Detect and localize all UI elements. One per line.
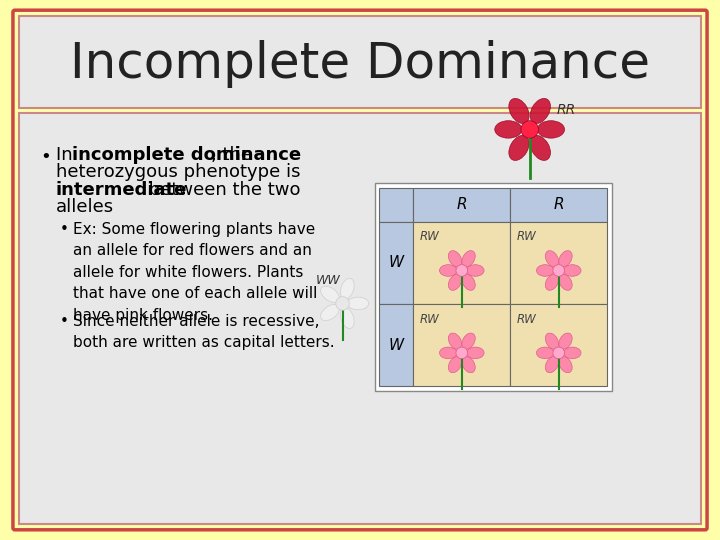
Text: between the two: between the two [143,181,300,199]
Ellipse shape [545,251,559,267]
Text: •: • [40,148,51,166]
Bar [19,113,701,524]
Text: W: W [389,255,404,270]
Bar [413,187,510,221]
Bar [379,187,413,221]
FancyBboxPatch shape [13,10,707,530]
Ellipse shape [495,121,522,138]
Text: W: W [389,338,404,353]
Ellipse shape [509,98,529,124]
Text: R: R [456,197,467,212]
Bar [19,16,701,108]
Text: Incomplete Dominance: Incomplete Dominance [70,40,650,89]
Text: WW: WW [315,274,340,287]
Ellipse shape [449,356,462,373]
Ellipse shape [462,274,475,291]
Text: RR: RR [557,103,576,117]
Ellipse shape [545,274,559,291]
Ellipse shape [449,251,462,267]
Text: , the: , the [211,146,252,164]
Ellipse shape [564,265,581,276]
Ellipse shape [449,333,462,349]
Ellipse shape [564,347,581,359]
Text: incomplete dominance: incomplete dominance [72,146,301,164]
Text: Ex: Some flowering plants have
an allele for red flowers and an
allele for white: Ex: Some flowering plants have an allele… [73,221,318,323]
Text: intermediate: intermediate [55,181,187,199]
Text: RW: RW [420,313,440,326]
Bar [510,221,607,304]
Ellipse shape [347,297,369,310]
Ellipse shape [545,333,559,349]
Bar [374,183,612,391]
Ellipse shape [537,121,564,138]
Circle shape [553,265,564,276]
Text: heterozygous phenotype is: heterozygous phenotype is [55,164,300,181]
Ellipse shape [559,251,572,267]
Text: •: • [60,221,68,237]
Text: alleles: alleles [55,198,114,216]
Bar [379,304,413,386]
Circle shape [336,296,349,310]
Ellipse shape [530,98,551,124]
Text: RW: RW [420,230,440,243]
Text: RW: RW [517,230,537,243]
Ellipse shape [536,347,554,359]
Ellipse shape [559,274,572,291]
Ellipse shape [449,274,462,291]
Bar [510,187,607,221]
Ellipse shape [439,265,457,276]
Text: In: In [55,146,78,164]
Text: Since neither allele is recessive,
both are written as capital letters.: Since neither allele is recessive, both … [73,314,335,350]
Ellipse shape [559,333,572,349]
Ellipse shape [559,356,572,373]
Bar [510,304,607,386]
Text: RW: RW [517,313,537,326]
Ellipse shape [462,356,475,373]
Bar [379,221,413,304]
Circle shape [456,347,467,359]
Ellipse shape [545,356,559,373]
Ellipse shape [467,347,484,359]
Ellipse shape [320,286,339,302]
Bar [413,221,510,304]
Ellipse shape [320,305,339,321]
Circle shape [456,265,467,276]
Ellipse shape [536,265,554,276]
Ellipse shape [530,136,551,160]
Ellipse shape [439,347,457,359]
Ellipse shape [509,136,529,160]
Ellipse shape [462,251,475,267]
Circle shape [521,121,539,138]
Ellipse shape [341,308,354,328]
Ellipse shape [467,265,484,276]
Ellipse shape [341,278,354,299]
Ellipse shape [462,333,475,349]
Circle shape [553,347,564,359]
Text: •: • [60,314,68,329]
Text: R: R [554,197,564,212]
Bar [413,304,510,386]
